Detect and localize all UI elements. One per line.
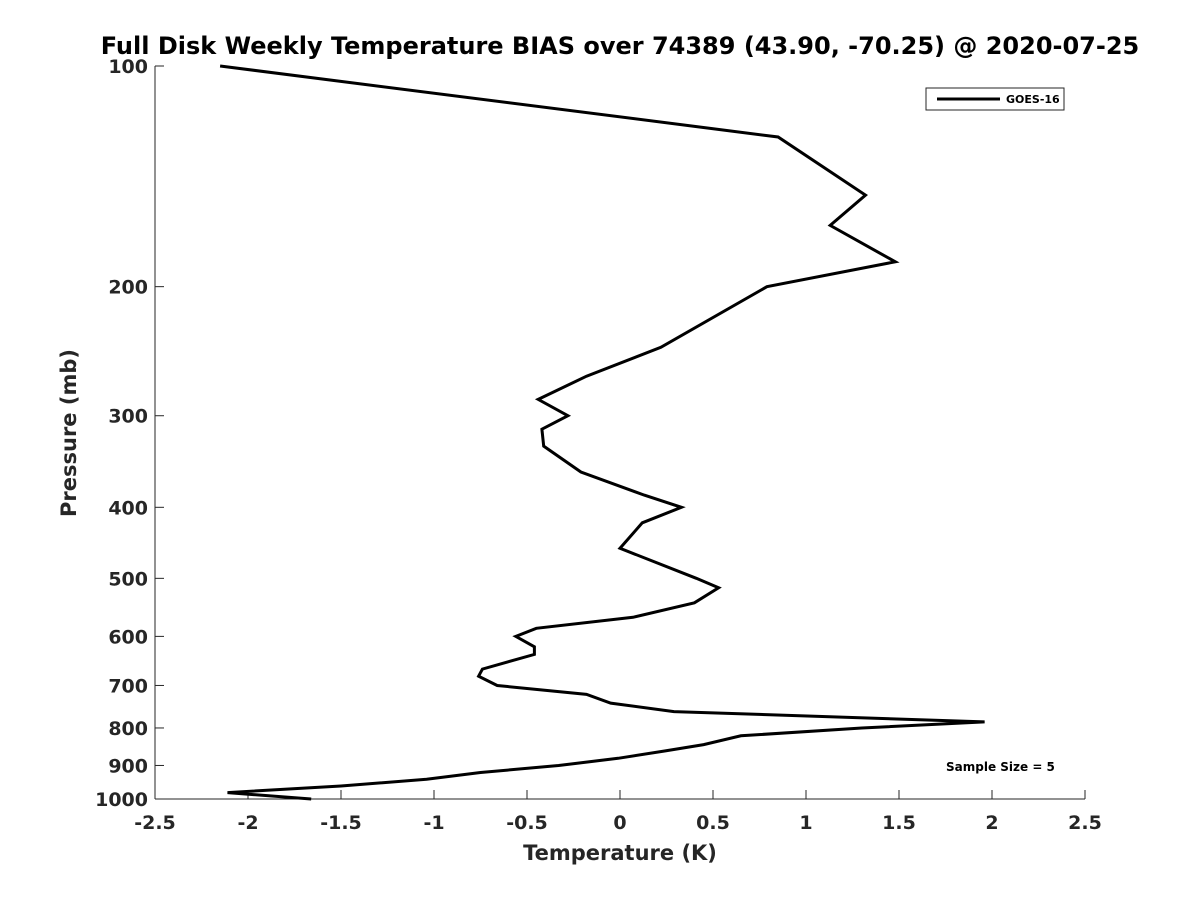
y-tick-label: 300 — [108, 406, 148, 428]
x-tick-label: 1 — [799, 812, 812, 834]
y-axis-label: Pressure (mb) — [57, 349, 81, 517]
legend: GOES-16 — [925, 87, 1065, 111]
chart-title: Full Disk Weekly Temperature BIAS over 7… — [101, 32, 1140, 60]
y-tick-label: 200 — [108, 277, 148, 299]
y-tick-label: 600 — [108, 626, 148, 648]
series-line-goes-16 — [219, 64, 985, 801]
x-tick-label: -2.5 — [134, 812, 176, 834]
x-tick-label: -1 — [423, 812, 444, 834]
series-layer — [219, 64, 985, 801]
x-tick-label: 2 — [985, 812, 998, 834]
y-axis-ticks: 100 200 300 400 500 600 700 800 900 1000 — [95, 56, 164, 811]
y-tick-label: 400 — [108, 497, 148, 519]
x-tick-label: -2 — [237, 812, 258, 834]
y-tick-label: 800 — [108, 718, 148, 740]
x-tick-label: 0.5 — [696, 812, 730, 834]
y-tick-label: 500 — [108, 568, 148, 590]
y-tick-label: 1000 — [95, 789, 148, 811]
y-tick-label: 700 — [108, 675, 148, 697]
x-tick-label: -1.5 — [320, 812, 362, 834]
plot-area: -2.5 -2 -1.5 -1 -0.5 0 0.5 1 1.5 2 2.5 100 200 300 40… — [95, 56, 1102, 834]
y-tick-label: 100 — [108, 56, 148, 78]
x-axis-ticks: -2.5 -2 -1.5 -1 -0.5 0 0.5 1 1.5 2 2.5 — [134, 790, 1102, 834]
x-axis-label: Temperature (K) — [523, 841, 717, 865]
plot-frame — [155, 66, 1085, 799]
y-tick-label: 900 — [108, 755, 148, 777]
x-tick-label: -0.5 — [506, 812, 548, 834]
x-tick-label: 0 — [613, 812, 626, 834]
x-tick-label: 1.5 — [882, 812, 916, 834]
legend-entry-goes-16: GOES-16 — [1006, 93, 1060, 106]
x-tick-label: 2.5 — [1068, 812, 1102, 834]
sample-size-annotation: Sample Size = 5 — [946, 760, 1055, 774]
